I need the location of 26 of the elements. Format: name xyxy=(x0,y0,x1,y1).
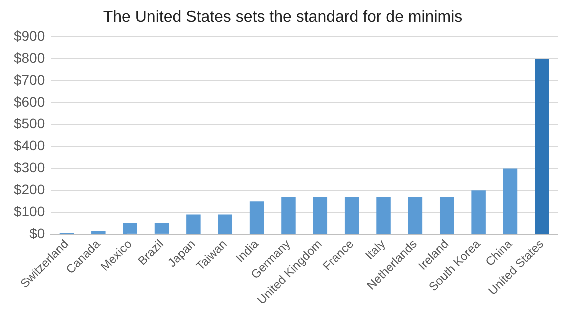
bar xyxy=(282,197,296,234)
y-tick-label: $300 xyxy=(14,160,46,176)
y-tick-label: $200 xyxy=(14,181,46,198)
bar xyxy=(92,231,106,234)
y-tick-label: $900 xyxy=(14,28,46,44)
y-tick-label: $100 xyxy=(14,203,46,220)
bar xyxy=(408,197,423,234)
bar xyxy=(376,197,391,234)
y-tick-label: $0 xyxy=(30,225,46,242)
bar xyxy=(313,197,328,234)
bar xyxy=(186,214,201,234)
bar xyxy=(154,223,170,234)
y-tick-label: $500 xyxy=(14,116,46,132)
y-tick-label: $700 xyxy=(14,72,46,88)
bar xyxy=(250,202,264,234)
bar xyxy=(535,59,550,234)
y-tick-label: $600 xyxy=(14,94,46,110)
bar xyxy=(344,197,360,234)
bar xyxy=(440,197,454,234)
chart-title: The United States sets the standard for de minimis xyxy=(103,9,463,26)
y-tick-label: $800 xyxy=(14,50,46,66)
bar xyxy=(472,190,486,234)
bar xyxy=(503,168,518,234)
y-tick-label: $400 xyxy=(14,138,46,154)
bar xyxy=(123,223,138,234)
bar xyxy=(218,214,233,234)
